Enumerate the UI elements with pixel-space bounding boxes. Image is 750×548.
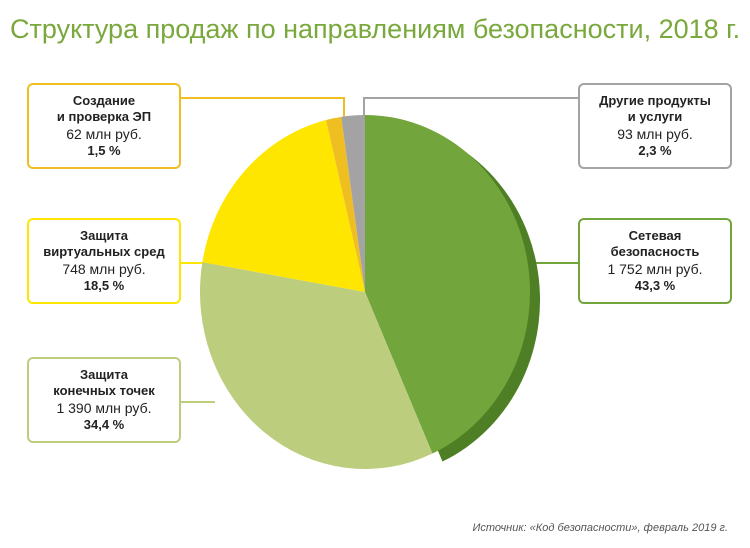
category-label: Другие продукты и услуги (599, 93, 711, 124)
label-box: Сетевая безопасность 1 752 млн руб. 43,3 % (578, 218, 732, 304)
amount-label: 93 млн руб. (617, 126, 693, 142)
pie-slice (365, 115, 530, 454)
label-box: Создание и проверка ЭП 62 млн руб. 1,5 % (27, 83, 181, 169)
category-label: Защита конечных точек (53, 367, 155, 398)
amount-label: 1 390 млн руб. (56, 400, 152, 416)
value-label: 18,5 % (83, 278, 125, 293)
value-label: 1,5 % (87, 143, 121, 158)
value-label: 43,3 % (634, 278, 676, 293)
label-box: Защита виртуальных сред 748 млн руб. 18,5 … (27, 218, 181, 304)
value-label: 34,4 % (83, 417, 125, 432)
chart-title: Структура продаж по направлениям безопас… (10, 14, 741, 44)
pie-slice (202, 120, 365, 293)
amount-label: 748 млн руб. (62, 261, 146, 277)
pie-slice (325, 116, 365, 292)
pie-slice (341, 115, 365, 292)
label-box: Другие продукты и услуги 93 млн руб. 2,3 % (578, 83, 732, 169)
connector (363, 97, 578, 120)
category-label: Защита виртуальных сред (43, 228, 165, 259)
category-label: Создание и проверка ЭП (56, 93, 152, 124)
amount-label: 62 млн руб. (66, 126, 142, 142)
amount-label: 1 752 млн руб. (607, 261, 703, 277)
label-box: Защита конечных точек 1 390 млн руб. 34,4 … (27, 357, 181, 443)
value-label: 2,3 % (638, 143, 672, 158)
category-label: Сетевая безопасность (610, 228, 700, 259)
source: Источник: «Код безопасности», февраль 20… (472, 522, 728, 534)
pie-slice (200, 262, 433, 470)
